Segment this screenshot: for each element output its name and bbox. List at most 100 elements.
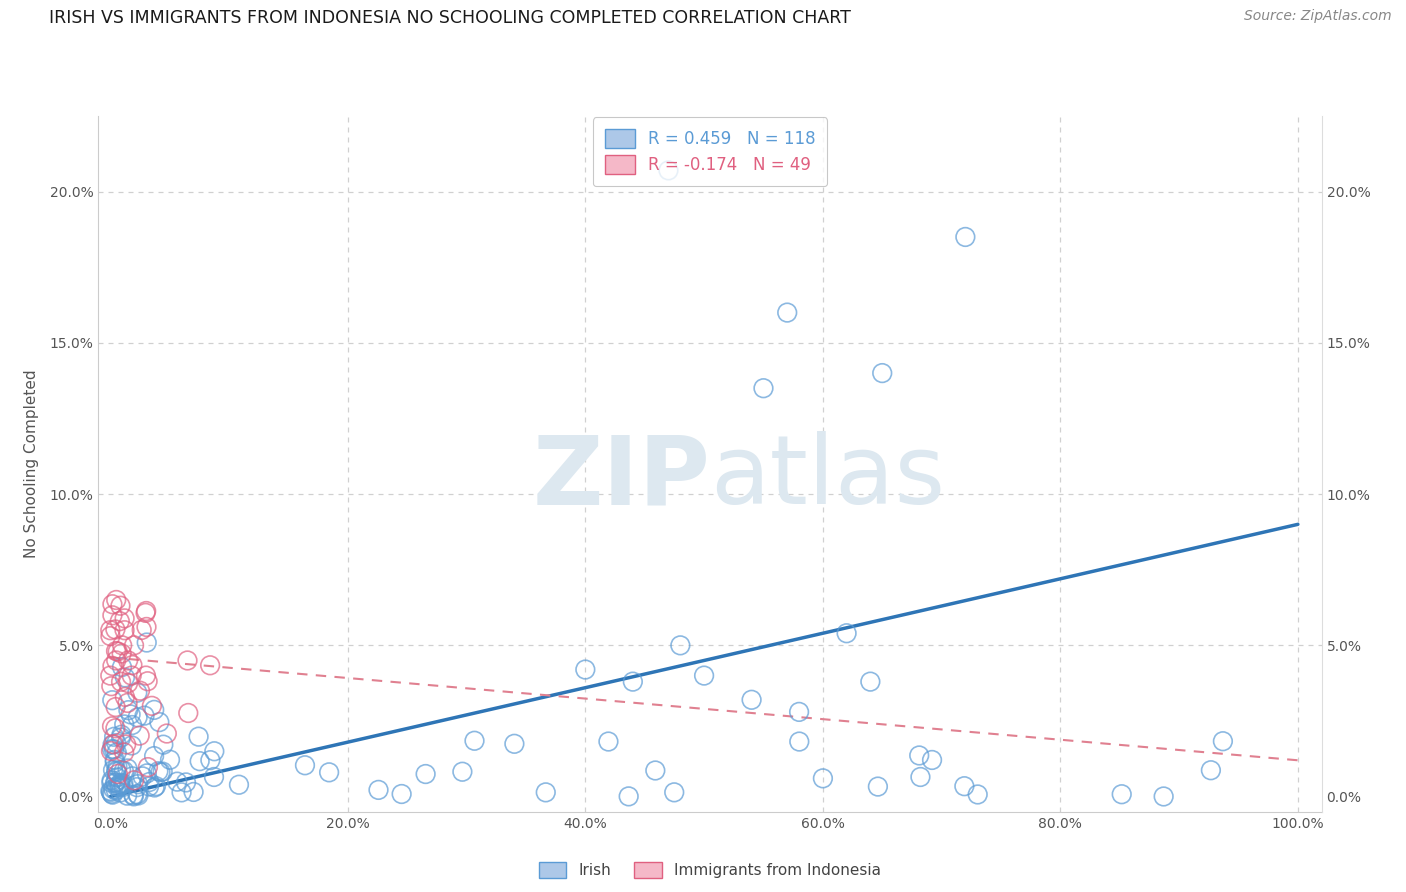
Point (105, 593, 128, 607)
Point (110, 763, 132, 777)
Point (114, 611, 136, 625)
Point (166, 774, 188, 789)
Point (104, 721, 127, 735)
Point (143, 780, 166, 795)
Point (870, 366, 893, 380)
Point (693, 668, 716, 682)
Point (104, 753, 127, 767)
Point (910, 770, 932, 784)
Point (835, 626, 858, 640)
Point (200, 753, 222, 767)
Point (117, 696, 139, 710)
Point (101, 608, 124, 623)
Point (101, 738, 124, 752)
Point (183, 785, 205, 799)
Point (104, 623, 127, 637)
Y-axis label: No Schooling Completed: No Schooling Completed (24, 369, 38, 558)
Point (100, 679, 122, 693)
Point (228, 778, 250, 792)
Point (127, 686, 149, 700)
Point (188, 754, 211, 768)
Text: IRISH VS IMMIGRANTS FROM INDONESIA NO SCHOOLING COMPLETED CORRELATION CHART: IRISH VS IMMIGRANTS FROM INDONESIA NO SC… (49, 9, 851, 27)
Point (131, 623, 153, 637)
Point (100, 744, 122, 758)
Point (787, 734, 810, 748)
Point (114, 690, 136, 704)
Point (105, 764, 128, 778)
Point (534, 785, 557, 799)
Point (100, 785, 122, 799)
Point (202, 770, 225, 784)
Point (138, 775, 160, 789)
Point (122, 789, 145, 804)
Point (202, 744, 225, 758)
Point (114, 670, 136, 684)
Point (105, 780, 128, 794)
Point (105, 760, 128, 774)
Point (108, 780, 131, 795)
Point (108, 614, 131, 628)
Point (149, 765, 172, 780)
Point (664, 785, 686, 799)
Point (111, 647, 134, 661)
Point (100, 629, 122, 643)
Point (105, 771, 128, 785)
Point (104, 783, 127, 797)
Point (135, 620, 157, 634)
Point (135, 604, 157, 618)
Point (110, 776, 132, 790)
Point (135, 635, 157, 649)
Point (107, 644, 129, 658)
Point (115, 789, 138, 803)
Point (134, 708, 156, 723)
Point (152, 764, 174, 779)
Point (143, 703, 166, 717)
Point (170, 785, 193, 799)
Point (131, 769, 153, 783)
Text: Source: ZipAtlas.com: Source: ZipAtlas.com (1244, 9, 1392, 23)
Point (110, 674, 132, 689)
Point (415, 767, 437, 781)
Point (752, 381, 775, 395)
Point (108, 779, 131, 793)
Point (955, 230, 977, 244)
Point (104, 700, 127, 714)
Point (1212, 734, 1234, 748)
Point (148, 715, 170, 730)
Point (110, 785, 132, 799)
Point (120, 707, 142, 722)
Point (103, 742, 125, 756)
Point (129, 683, 152, 698)
Point (669, 638, 692, 652)
Point (128, 729, 150, 743)
Point (115, 738, 138, 752)
Point (859, 674, 882, 689)
Point (318, 765, 340, 780)
Point (104, 776, 127, 790)
Point (111, 660, 134, 674)
Point (117, 676, 139, 690)
Point (294, 758, 316, 772)
Point (101, 659, 124, 673)
Point (141, 698, 163, 713)
Point (101, 742, 124, 756)
Point (105, 644, 128, 658)
Point (110, 731, 132, 745)
Point (953, 779, 976, 793)
Point (127, 777, 149, 791)
Point (112, 764, 135, 778)
Point (122, 789, 145, 803)
Point (127, 789, 149, 803)
Point (103, 737, 125, 751)
Text: ZIP: ZIP (531, 431, 710, 524)
Point (121, 658, 143, 673)
Point (125, 780, 148, 794)
Point (776, 305, 799, 319)
Point (145, 779, 167, 793)
Point (101, 763, 124, 777)
Point (503, 737, 526, 751)
Point (104, 756, 127, 770)
Point (112, 776, 135, 790)
Point (921, 753, 943, 767)
Point (135, 766, 157, 780)
